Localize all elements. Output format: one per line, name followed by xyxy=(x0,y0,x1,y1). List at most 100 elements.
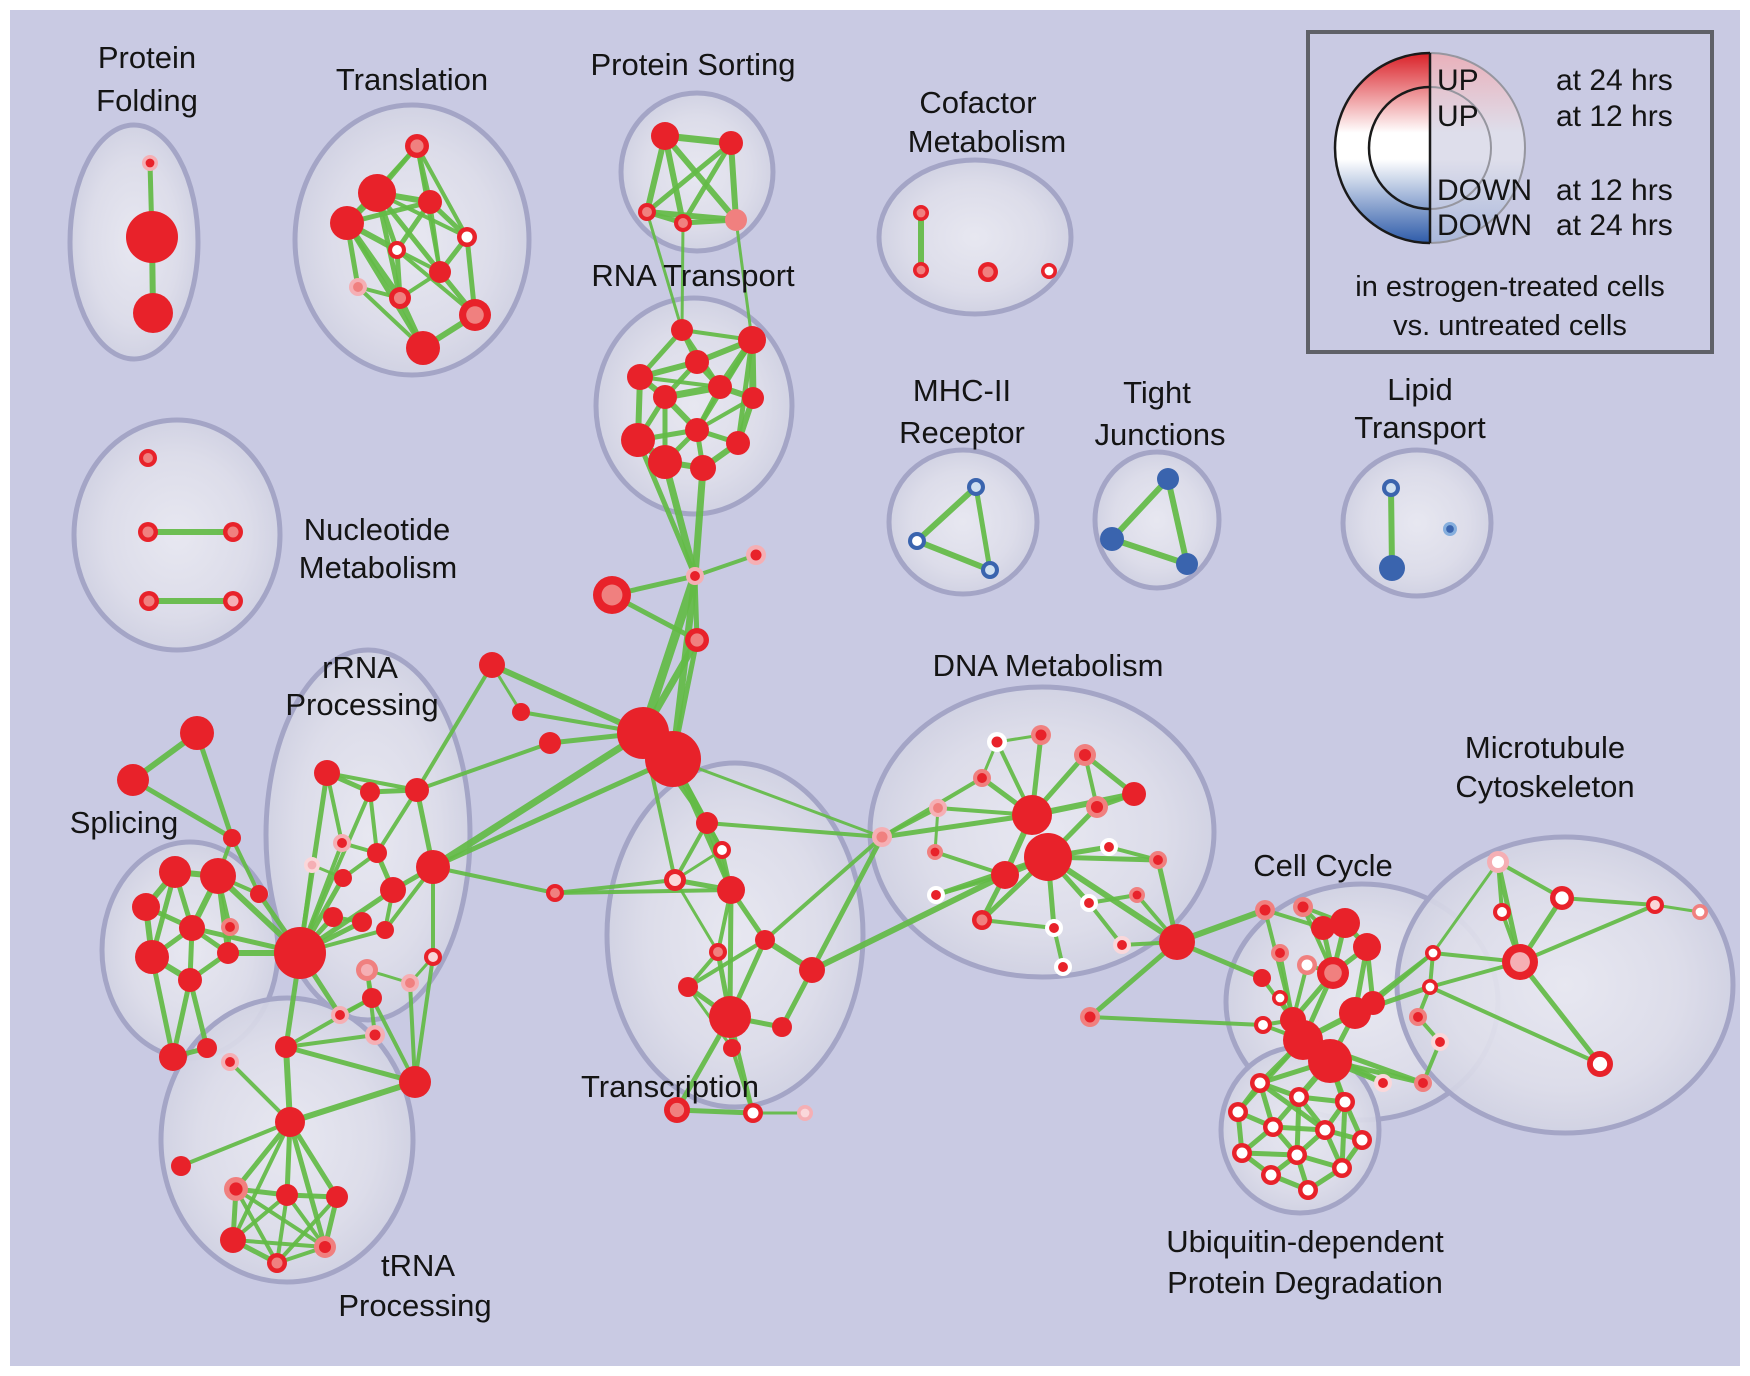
network-edge xyxy=(234,1187,327,1249)
legend-row-3-direction: DOWN xyxy=(1437,209,1532,242)
network-node-tn5 xyxy=(326,1186,348,1208)
network-edge xyxy=(413,955,435,1084)
network-node-cc20-center xyxy=(1435,1037,1445,1047)
network-node-cc7-center xyxy=(1324,964,1342,982)
cluster-label-transcription-line-0: Transcription xyxy=(581,1069,759,1104)
network-node-cc14 xyxy=(1308,1039,1352,1083)
network-node-ps5 xyxy=(725,209,747,231)
network-node-li2 xyxy=(1379,555,1405,581)
network-node-rr13 xyxy=(274,927,326,979)
cluster-label-tight-junctions-line-1: Junctions xyxy=(1095,417,1226,452)
network-node-rr5-center xyxy=(307,860,317,870)
network-node-dm4-center xyxy=(977,773,987,783)
network-node-tr2-center xyxy=(717,845,727,855)
network-node-cc16 xyxy=(1361,991,1385,1015)
network-edge xyxy=(429,729,647,871)
network-node-mt3-center xyxy=(1497,907,1507,917)
network-node-pf1-center xyxy=(145,158,155,168)
network-node-mh2-center xyxy=(912,536,922,546)
network-node-tn1 xyxy=(275,1107,305,1137)
network-node-tl2 xyxy=(358,174,396,212)
legend-gradient-circle-strong-half xyxy=(1335,53,1430,243)
network-node-tr12 xyxy=(723,1039,741,1057)
network-node-rt12 xyxy=(690,455,716,481)
network-node-tl11 xyxy=(406,331,440,365)
network-node-cn9 xyxy=(512,703,530,721)
network-node-rt8 xyxy=(685,418,709,442)
cluster-label-protein-folding-line-1: Folding xyxy=(96,83,198,118)
cluster-transcription-ellipse xyxy=(604,760,866,1110)
cluster-lipid-transport-ellipse xyxy=(1340,447,1494,599)
network-node-tr14-center xyxy=(747,1107,759,1119)
network-node-cn3-center xyxy=(601,584,623,606)
network-edge xyxy=(879,812,1035,840)
network-node-rr10 xyxy=(323,907,343,927)
network-node-sp8 xyxy=(178,968,202,992)
network-node-tl1-center xyxy=(410,139,424,153)
legend: UP at 24 hrs UP at 12 hrs DOWN at 12 hrs DOWN a… xyxy=(1306,30,1714,354)
legend-row-0-direction: UP xyxy=(1437,64,1479,97)
network-node-tn2 xyxy=(171,1156,191,1176)
network-node-dm10 xyxy=(1024,833,1072,881)
network-node-ub9-center xyxy=(1291,1149,1303,1161)
network-node-tr13-center xyxy=(669,1102,685,1118)
network-node-rr8 xyxy=(380,877,406,903)
network-node-tr4 xyxy=(717,876,745,904)
legend-caption-line-0: in estrogen-treated cells xyxy=(1355,271,1665,303)
network-node-tl3 xyxy=(418,190,442,214)
network-node-rr17-center xyxy=(405,978,415,988)
network-node-dm7 xyxy=(1122,782,1146,806)
network-node-cc11-center xyxy=(1258,1020,1268,1030)
legend-row-3-time: at 24 hrs xyxy=(1556,209,1673,242)
network-node-cc21-center xyxy=(1418,1078,1428,1088)
network-node-cf3-center xyxy=(982,266,994,278)
network-edge xyxy=(809,872,1008,973)
legend-row-0-time: at 24 hrs xyxy=(1556,64,1673,97)
network-node-ub6-center xyxy=(1319,1124,1331,1136)
cluster-label-cell-cycle-line-0: Cell Cycle xyxy=(1253,848,1393,883)
network-node-dm0-center xyxy=(876,831,888,843)
legend-row-1-time: at 12 hrs xyxy=(1556,100,1673,133)
network-node-ps3-center xyxy=(642,207,652,217)
network-node-li1-center xyxy=(1386,483,1396,493)
network-node-sp10 xyxy=(197,1038,217,1058)
legend-caption-line-1: vs. untreated cells xyxy=(1393,310,1627,342)
cluster-label-dna-metabolism-line-0: DNA Metabolism xyxy=(933,648,1164,683)
network-edge xyxy=(671,757,884,839)
network-node-cc6-center xyxy=(1301,959,1313,971)
network-node-ps4-center xyxy=(678,218,688,228)
network-node-mt6-center xyxy=(1695,907,1705,917)
network-edge xyxy=(880,806,940,839)
network-node-rr16 xyxy=(362,988,382,1008)
network-edge xyxy=(130,777,235,841)
network-node-cc8-center xyxy=(1275,948,1285,958)
network-node-dm18-center xyxy=(1049,923,1059,933)
network-node-dm13-center xyxy=(1153,855,1163,865)
network-node-sp3 xyxy=(132,893,160,921)
network-node-tl10-center xyxy=(466,306,484,324)
network-node-ub5-center xyxy=(1267,1121,1279,1133)
network-node-rr19 xyxy=(399,1066,431,1098)
network-edge xyxy=(662,133,739,223)
network-node-st3 xyxy=(223,829,241,847)
network-node-dm3-center xyxy=(1078,748,1092,762)
cluster-label-nucleotide-metabolism-line-0: Nucleotide xyxy=(304,512,450,547)
network-edge xyxy=(973,484,993,573)
cluster-label-protein-folding-line-0: Protein xyxy=(98,40,196,75)
network-edge xyxy=(693,553,758,578)
network-edge xyxy=(375,788,419,855)
network-node-cf4-center xyxy=(1044,266,1054,276)
cluster-label-rrna-processing-line-1: Processing xyxy=(285,687,438,722)
network-node-rr22-center xyxy=(225,1057,235,1067)
legend-gradient-circle-faded-half xyxy=(1430,53,1525,243)
network-node-tn7-center xyxy=(318,1240,332,1254)
cluster-microtubule-cytoskeleton-ellipse xyxy=(1394,834,1736,1136)
network-node-dm8-center xyxy=(1090,800,1104,814)
cluster-label-nucleotide-metabolism-line-1: Metabolism xyxy=(299,550,458,585)
network-edge xyxy=(1560,896,1657,907)
network-node-cc18-center xyxy=(1425,982,1435,992)
network-edge xyxy=(234,1187,279,1265)
network-edge xyxy=(728,140,739,223)
legend-row-2-time: at 12 hrs xyxy=(1556,174,1673,207)
